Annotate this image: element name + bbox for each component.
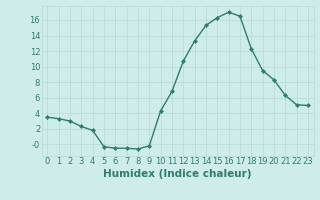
X-axis label: Humidex (Indice chaleur): Humidex (Indice chaleur) bbox=[103, 169, 252, 179]
